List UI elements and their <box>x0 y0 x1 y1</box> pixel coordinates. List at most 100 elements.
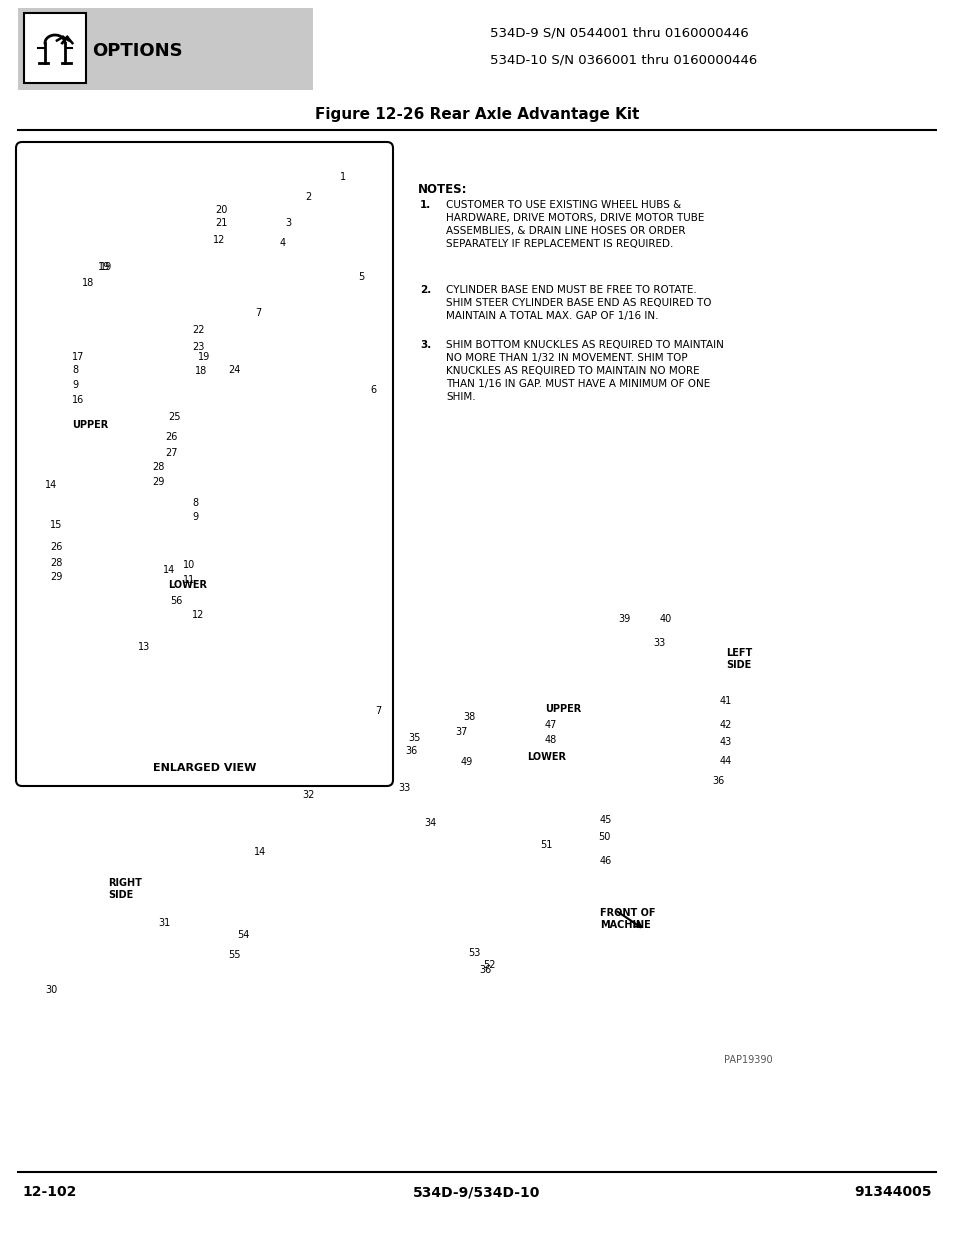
Text: 46: 46 <box>599 856 612 866</box>
Text: ASSEMBLIES, & DRAIN LINE HOSES OR ORDER: ASSEMBLIES, & DRAIN LINE HOSES OR ORDER <box>446 226 685 236</box>
Text: 50: 50 <box>598 832 610 842</box>
Text: 14: 14 <box>163 564 175 576</box>
Text: NO MORE THAN 1/32 IN MOVEMENT. SHIM TOP: NO MORE THAN 1/32 IN MOVEMENT. SHIM TOP <box>446 353 687 363</box>
Text: 38: 38 <box>462 713 475 722</box>
Text: Figure 12-26 Rear Axle Advantage Kit: Figure 12-26 Rear Axle Advantage Kit <box>314 107 639 122</box>
Text: KNUCKLES AS REQUIRED TO MAINTAIN NO MORE: KNUCKLES AS REQUIRED TO MAINTAIN NO MORE <box>446 366 699 375</box>
Text: 26: 26 <box>50 542 62 552</box>
Text: 23: 23 <box>192 342 204 352</box>
Text: 8: 8 <box>71 366 78 375</box>
Text: 16: 16 <box>71 395 84 405</box>
Text: SHIM STEER CYLINDER BASE END AS REQUIRED TO: SHIM STEER CYLINDER BASE END AS REQUIRED… <box>446 298 711 308</box>
Text: THAN 1/16 IN GAP. MUST HAVE A MINIMUM OF ONE: THAN 1/16 IN GAP. MUST HAVE A MINIMUM OF… <box>446 379 709 389</box>
Text: 54: 54 <box>236 930 249 940</box>
Text: 37: 37 <box>455 727 467 737</box>
Text: 49: 49 <box>460 757 473 767</box>
Text: CYLINDER BASE END MUST BE FREE TO ROTATE.: CYLINDER BASE END MUST BE FREE TO ROTATE… <box>446 285 696 295</box>
Text: 32: 32 <box>302 790 314 800</box>
Text: OPTIONS: OPTIONS <box>91 42 182 61</box>
Text: 55: 55 <box>228 950 240 960</box>
Text: 1.: 1. <box>419 200 431 210</box>
Text: MAINTAIN A TOTAL MAX. GAP OF 1/16 IN.: MAINTAIN A TOTAL MAX. GAP OF 1/16 IN. <box>446 311 658 321</box>
Text: HARDWARE, DRIVE MOTORS, DRIVE MOTOR TUBE: HARDWARE, DRIVE MOTORS, DRIVE MOTOR TUBE <box>446 212 703 224</box>
Text: 12: 12 <box>213 235 225 245</box>
Text: 25: 25 <box>168 412 180 422</box>
Text: 45: 45 <box>599 815 612 825</box>
Text: 27: 27 <box>165 448 177 458</box>
Text: 47: 47 <box>544 720 557 730</box>
Text: 2.: 2. <box>419 285 431 295</box>
Text: 36: 36 <box>478 965 491 974</box>
Text: 56: 56 <box>170 597 182 606</box>
Text: 5: 5 <box>357 272 364 282</box>
Text: SHIM.: SHIM. <box>446 391 476 403</box>
Text: RIGHT
SIDE: RIGHT SIDE <box>108 878 142 899</box>
Text: 24: 24 <box>228 366 240 375</box>
Text: 15: 15 <box>50 520 62 530</box>
Text: 19: 19 <box>198 352 210 362</box>
Text: 30: 30 <box>45 986 57 995</box>
Text: 36: 36 <box>711 776 723 785</box>
Text: 3: 3 <box>285 219 291 228</box>
Text: 18: 18 <box>82 278 94 288</box>
Text: UPPER: UPPER <box>71 420 108 430</box>
Text: 42: 42 <box>720 720 732 730</box>
Text: LEFT
SIDE: LEFT SIDE <box>725 648 752 669</box>
Text: 1: 1 <box>339 172 346 182</box>
Text: 41: 41 <box>720 697 732 706</box>
Text: 7: 7 <box>375 706 381 716</box>
Text: 534D-10 S/N 0366001 thru 0160000446: 534D-10 S/N 0366001 thru 0160000446 <box>490 53 757 67</box>
Text: 12-102: 12-102 <box>22 1186 76 1199</box>
Text: 18: 18 <box>194 366 207 375</box>
Text: ENLARGED VIEW: ENLARGED VIEW <box>152 763 256 773</box>
Bar <box>24 14 86 83</box>
Text: 33: 33 <box>652 638 664 648</box>
Text: 26: 26 <box>165 432 177 442</box>
Text: 3.: 3. <box>419 340 431 350</box>
Text: 22: 22 <box>192 325 204 335</box>
Text: 28: 28 <box>50 558 62 568</box>
Text: 43: 43 <box>720 737 732 747</box>
Bar <box>18 7 313 90</box>
Text: CUSTOMER TO USE EXISTING WHEEL HUBS &: CUSTOMER TO USE EXISTING WHEEL HUBS & <box>446 200 680 210</box>
Text: 19: 19 <box>98 262 111 272</box>
Text: 28: 28 <box>152 462 164 472</box>
Text: 9: 9 <box>71 380 78 390</box>
Text: 12: 12 <box>192 610 204 620</box>
Text: 13: 13 <box>138 642 150 652</box>
Text: 36: 36 <box>405 746 416 756</box>
Text: 14: 14 <box>253 847 266 857</box>
Text: 40: 40 <box>659 614 672 624</box>
Text: 34: 34 <box>423 818 436 827</box>
FancyBboxPatch shape <box>16 142 393 785</box>
Text: FRONT OF
MACHINE: FRONT OF MACHINE <box>599 908 655 930</box>
Text: 9: 9 <box>192 513 198 522</box>
Text: 48: 48 <box>544 735 557 745</box>
Text: 33: 33 <box>397 783 410 793</box>
Text: LOWER: LOWER <box>168 580 207 590</box>
Text: 29: 29 <box>152 477 164 487</box>
Text: 39: 39 <box>618 614 630 624</box>
Text: 14: 14 <box>45 480 57 490</box>
Text: 534D-9 S/N 0544001 thru 0160000446: 534D-9 S/N 0544001 thru 0160000446 <box>490 26 748 40</box>
Text: 10: 10 <box>183 559 195 571</box>
Text: 53: 53 <box>468 948 480 958</box>
Text: 8: 8 <box>192 498 198 508</box>
Text: 21: 21 <box>214 219 227 228</box>
Text: 29: 29 <box>50 572 62 582</box>
Text: 6: 6 <box>370 385 375 395</box>
Text: 35: 35 <box>408 734 420 743</box>
Text: 20: 20 <box>214 205 227 215</box>
Text: 7: 7 <box>254 308 261 317</box>
Text: LOWER: LOWER <box>526 752 565 762</box>
Text: 91344005: 91344005 <box>854 1186 931 1199</box>
Text: UPPER: UPPER <box>544 704 580 714</box>
Text: SHIM BOTTOM KNUCKLES AS REQUIRED TO MAINTAIN: SHIM BOTTOM KNUCKLES AS REQUIRED TO MAIN… <box>446 340 723 350</box>
Text: 11: 11 <box>183 576 195 585</box>
Text: PAP19390: PAP19390 <box>723 1055 772 1065</box>
Text: 44: 44 <box>720 756 732 766</box>
Text: NOTES:: NOTES: <box>417 183 467 196</box>
Text: 52: 52 <box>482 960 495 969</box>
Text: 51: 51 <box>539 840 552 850</box>
Text: SEPARATELY IF REPLACEMENT IS REQUIRED.: SEPARATELY IF REPLACEMENT IS REQUIRED. <box>446 240 673 249</box>
